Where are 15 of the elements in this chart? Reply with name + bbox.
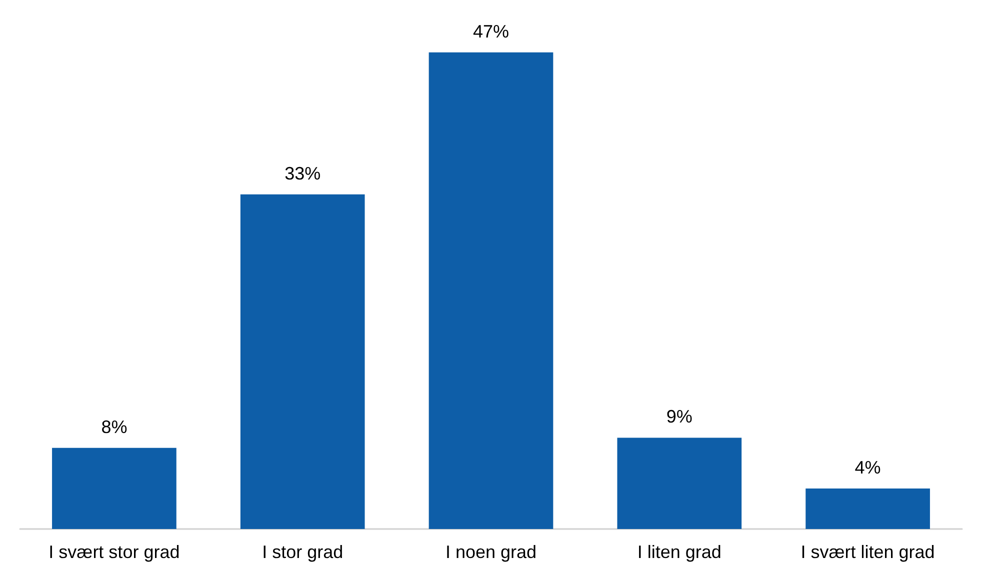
bar <box>52 448 176 529</box>
bar <box>428 52 554 529</box>
x-tick-label: I liten grad <box>637 542 722 562</box>
data-label: 4% <box>854 457 881 478</box>
data-label: 33% <box>284 163 321 184</box>
bar <box>806 488 930 529</box>
x-tick-label: I svært liten grad <box>800 542 935 562</box>
x-tick-label: I noen grad <box>445 542 537 562</box>
x-tick-label: I svært stor grad <box>48 542 180 562</box>
bar <box>240 194 365 529</box>
bar <box>617 438 742 529</box>
data-label: 8% <box>101 416 128 437</box>
data-label: 9% <box>666 406 692 427</box>
x-tick-label: I stor grad <box>262 542 344 562</box>
data-label: 47% <box>472 21 510 42</box>
